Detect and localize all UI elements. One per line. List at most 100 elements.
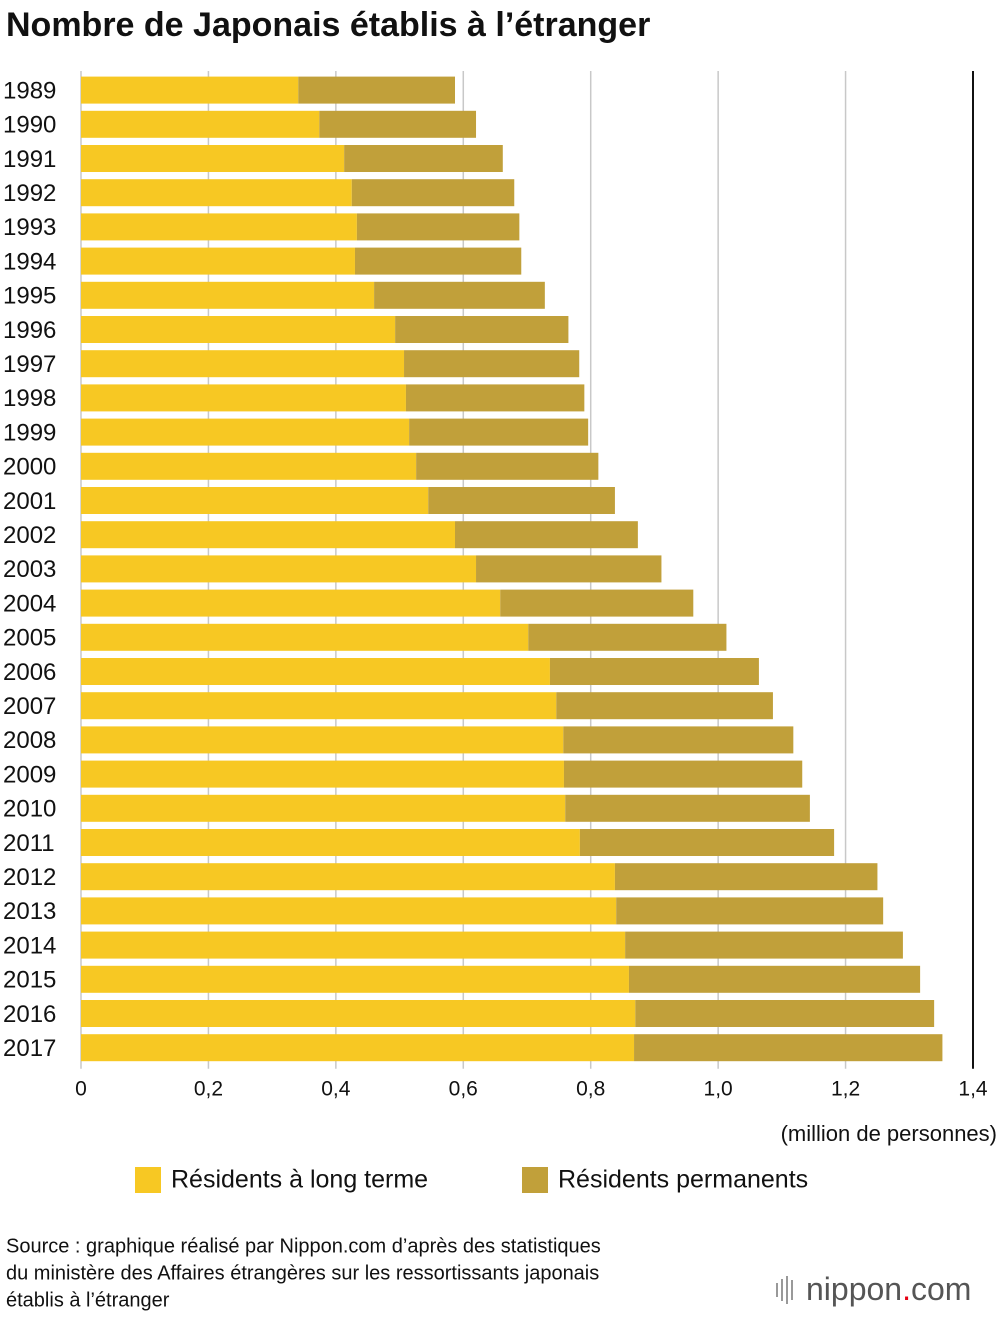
bar-segment xyxy=(476,555,662,583)
bar-segment xyxy=(563,760,803,788)
bar-segment xyxy=(81,589,501,617)
bar-segment xyxy=(374,281,545,309)
x-tick-label: 1,0 xyxy=(704,1077,733,1100)
y-tick-label: 1992 xyxy=(3,180,56,207)
bar-segment xyxy=(81,521,456,549)
y-tick-label: 1997 xyxy=(3,351,56,378)
logo-text: nippon.com xyxy=(806,1271,971,1307)
bar-segment xyxy=(81,281,375,309)
logo-icon xyxy=(781,1279,783,1301)
bar-segment xyxy=(354,247,522,275)
bar-segment xyxy=(500,589,694,617)
x-axis-label: (million de personnes) xyxy=(781,1121,997,1146)
y-tick-label: 2009 xyxy=(3,761,56,788)
y-tick-label: 1994 xyxy=(3,248,56,275)
bar-segment xyxy=(81,384,406,412)
y-tick-label: 1991 xyxy=(3,146,56,173)
bar-segment xyxy=(428,487,615,514)
logo-dot: . xyxy=(902,1271,911,1307)
x-tick-label: 0,2 xyxy=(194,1077,223,1100)
y-tick-label: 2015 xyxy=(3,967,56,994)
bar-segment xyxy=(81,692,557,720)
y-tick-label: 2007 xyxy=(3,693,56,720)
bar-segment xyxy=(81,316,396,343)
bar-segment xyxy=(616,897,884,925)
y-tick-label: 1993 xyxy=(3,214,56,241)
source-line: établis à l’étranger xyxy=(6,1289,170,1311)
legend-label: Résidents à long terme xyxy=(171,1166,428,1194)
bar-segment xyxy=(625,931,903,959)
bar-segment xyxy=(565,794,810,822)
x-tick-label: 0,4 xyxy=(321,1077,351,1100)
bar-segment xyxy=(81,213,357,241)
bar-segment xyxy=(409,418,589,446)
bar-segment xyxy=(298,76,456,104)
bar-segment xyxy=(81,829,580,856)
y-tick-label: 2017 xyxy=(3,1035,56,1062)
bar-segment xyxy=(351,179,515,207)
x-tick-label: 1,4 xyxy=(958,1077,988,1100)
bar-segment xyxy=(81,1034,635,1062)
source-line: du ministère des Affaires étrangères sur… xyxy=(6,1262,599,1284)
bar-segment xyxy=(81,760,564,788)
bar-segment xyxy=(405,384,585,412)
bar-segment xyxy=(356,213,520,241)
bar-segment xyxy=(556,692,773,720)
x-tick-label: 1,2 xyxy=(831,1077,860,1100)
y-tick-label: 2016 xyxy=(3,1001,56,1028)
source-line: Source : graphique réalisé par Nippon.co… xyxy=(6,1235,601,1257)
y-tick-label: 2013 xyxy=(3,898,56,925)
bar-segment xyxy=(614,863,878,891)
bar-segment xyxy=(319,110,477,138)
logo-icon xyxy=(791,1280,793,1300)
bar-segment xyxy=(528,623,727,651)
bar-segment xyxy=(81,145,345,172)
y-tick-label: 2000 xyxy=(3,454,56,481)
y-tick-label: 2003 xyxy=(3,556,56,583)
bar-segment xyxy=(628,965,921,993)
bar-segment xyxy=(81,555,477,583)
bar-segment xyxy=(549,658,759,685)
y-tick-label: 2004 xyxy=(3,590,56,617)
bar-segment xyxy=(404,350,580,378)
x-tick-label: 0 xyxy=(75,1077,87,1100)
y-tick-label: 1995 xyxy=(3,283,56,310)
bar-segment xyxy=(81,794,566,822)
bar-segment xyxy=(81,897,617,925)
bar-segment xyxy=(81,863,615,891)
bar-segment xyxy=(81,726,564,754)
bar-segment xyxy=(563,726,794,754)
bar-segment xyxy=(81,487,429,514)
bar-segment xyxy=(344,145,503,172)
legend-swatch xyxy=(522,1167,548,1193)
y-tick-label: 2010 xyxy=(3,796,56,823)
bar-segment xyxy=(81,418,410,446)
x-tick-label: 0,6 xyxy=(449,1077,478,1100)
bar-segment xyxy=(81,1000,636,1027)
bar-segment xyxy=(81,110,320,138)
bar-segment xyxy=(81,452,417,480)
logo: nippon.com xyxy=(776,1271,971,1307)
y-tick-label: 2008 xyxy=(3,727,56,754)
bar-segment xyxy=(395,316,569,343)
y-tick-label: 1998 xyxy=(3,385,56,412)
y-tick-label: 2011 xyxy=(3,830,55,857)
chart-title: Nombre de Japonais établis à l’étranger xyxy=(6,6,650,44)
legend-swatch xyxy=(135,1167,161,1193)
y-tick-label: 1990 xyxy=(3,112,56,139)
bar-segment xyxy=(81,623,529,651)
bar-segment xyxy=(635,1000,935,1027)
logo-suffix: com xyxy=(911,1271,971,1307)
y-tick-label: 2002 xyxy=(3,522,56,549)
y-tick-label: 2012 xyxy=(3,864,56,891)
x-tick-label: 0,8 xyxy=(576,1077,605,1100)
logo-icon xyxy=(776,1283,778,1297)
logo-name: nippon xyxy=(806,1271,902,1307)
bar-segment xyxy=(579,829,835,856)
y-tick-label: 2006 xyxy=(3,659,56,686)
bar-segment xyxy=(81,931,626,959)
bar-segment xyxy=(81,965,629,993)
logo-icon xyxy=(786,1276,788,1304)
bar-segment xyxy=(81,350,405,378)
